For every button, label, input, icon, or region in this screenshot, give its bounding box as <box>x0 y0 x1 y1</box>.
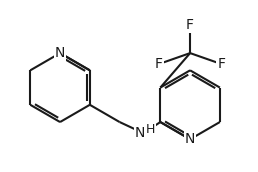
Text: N: N <box>135 126 145 140</box>
Text: F: F <box>217 57 225 71</box>
Text: N: N <box>185 132 195 146</box>
Text: H: H <box>146 123 155 136</box>
Text: F: F <box>155 57 163 71</box>
Text: N: N <box>55 46 65 60</box>
Text: F: F <box>186 18 194 32</box>
